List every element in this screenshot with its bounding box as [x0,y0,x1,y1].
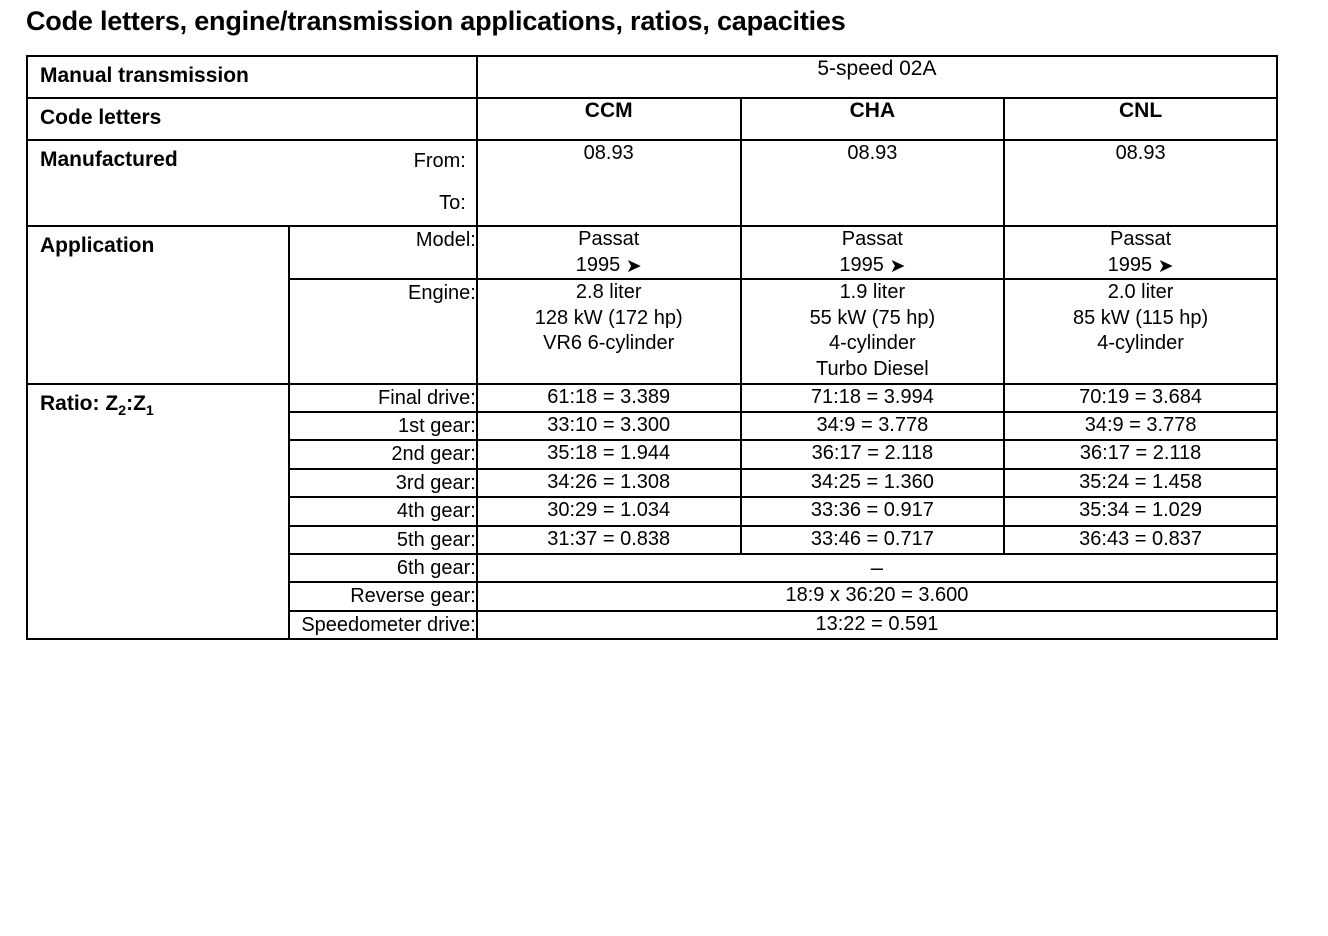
table-row-2nd-gear: 2nd gear: 35:18 = 1.944 36:17 = 2.118 36… [27,439,1278,470]
ratio-row-label-1st-gear: 1st gear: [287,410,478,442]
ratio-final-drive-cnl: 70:19 = 3.684 [1003,382,1278,413]
engine-power-cha: 55 kW (75 hp) [809,306,936,329]
ratio-row-label-reverse-gear: Reverse gear: [287,581,478,612]
application-engine-label: Engine: [287,278,478,385]
code-letter-ccm: CCM [475,97,742,141]
engine-config-ccm: VR6 6-cylinder [543,332,675,355]
ratio-3rd-gear-cha: 34:25 = 1.360 [739,467,1006,499]
page-title: Code letters, engine/transmission applic… [26,6,846,36]
year-onward-arrow-icon: ➤ [625,255,642,277]
application-model-cnl: Passat 1995 ➤ [1003,224,1278,281]
model-name-ccm: Passat [578,228,640,250]
application-label-cell: Application [26,225,290,385]
ratio-1st-gear-ccm: 33:10 = 3.300 [475,410,742,442]
year-onward-arrow-icon: ➤ [1157,255,1174,277]
table-row-reverse-gear: Reverse gear: 18:9 x 36:20 = 3.600 [27,581,1279,612]
manufactured-to-label: To: [439,192,466,214]
manufactured-label: Manufactured [40,148,178,171]
manufactured-split: Manufactured From: To: [28,141,476,225]
ratio-2nd-gear-ccm: 35:18 = 1.944 [475,439,742,470]
code-letters-label: Code letters [40,106,162,129]
ratio-row-label-5th-gear: 5th gear: [287,524,478,555]
table-row-banner: Manual transmission 5-speed 02A [26,55,1279,99]
application-engine-cha: 1.9 liter 55 kW (75 hp) 4-cylinder Turbo… [739,278,1006,385]
manufactured-sublabels: From: To: [288,141,476,225]
code-letter-cnl: CNL [1003,97,1278,141]
manual-transmission-label: Manual transmission [40,64,249,87]
engine-config-cha: 4-cylinder [829,332,916,355]
ratio-row-label-4th-gear: 4th gear: [287,496,478,527]
ratio-4th-gear-ccm: 30:29 = 1.034 [475,496,742,527]
ratio-5th-gear-ccm: 31:37 = 0.838 [475,524,742,555]
engine-displacement-cha: 1.9 liter [839,281,906,304]
table-row-final-drive: Ratio: Z2:Z1 Final drive: 61:18 = 3.389 … [26,382,1278,641]
table-row-3rd-gear: 3rd gear: 34:26 = 1.308 34:25 = 1.360 35… [27,467,1278,499]
ratio-5th-gear-cnl: 36:43 = 0.837 [1003,524,1278,555]
application-model-ccm: Passat 1995 ➤ [475,224,742,281]
table-row-1st-gear: 1st gear: 33:10 = 3.300 34:9 = 3.778 34:… [27,410,1278,442]
engine-extra-cha: Turbo Diesel [816,357,929,380]
application-engine-ccm: 2.8 liter 128 kW (172 hp) VR6 6-cylinder [475,278,742,385]
ratio-5th-gear-cha: 33:46 = 0.717 [739,524,1006,555]
transmission-spec-table: Manual transmission 5-speed 02A Code let… [26,55,1279,641]
ratio-label-cell: Ratio: Z2:Z1 [26,382,290,641]
ratio-1st-gear-cnl: 34:9 = 3.778 [1003,410,1278,442]
ratio-reverse-gear-value: 18:9 x 36:20 = 3.600 [475,581,1279,612]
manufactured-from-ccm: 08.93 [475,139,742,227]
year-onward-arrow-icon: ➤ [889,255,906,277]
ratio-row-label-3rd-gear: 3rd gear: [287,467,478,499]
ratio-label: Ratio: Z2:Z1 [40,391,154,419]
engine-displacement-ccm: 2.8 liter [575,281,642,304]
ratio-final-drive-ccm: 61:18 = 3.389 [475,382,742,413]
application-engine-cnl: 2.0 liter 85 kW (115 hp) 4-cylinder [1003,278,1278,385]
transmission-type-value: 5-speed 02A [475,55,1279,99]
ratio-row-label-speedometer-drive: Speedometer drive: [287,609,478,641]
ratio-3rd-gear-cnl: 35:24 = 1.458 [1003,467,1278,499]
application-model-label: Model: [287,224,478,281]
code-letter-cha: CHA [739,97,1006,141]
table-row-application-engine: Engine: 2.8 liter 128 kW (172 hp) VR6 6-… [27,278,1278,385]
model-year-ccm: 1995 ➤ [575,253,642,277]
ratio-row-label-2nd-gear: 2nd gear: [287,439,478,470]
manufactured-from-cha: 08.93 [739,139,1006,227]
ratio-2nd-gear-cnl: 36:17 = 2.118 [1003,439,1278,470]
manufactured-from-label: From: [413,150,466,172]
manufactured-from-cnl: 08.93 [1003,139,1278,227]
ratio-2nd-gear-cha: 36:17 = 2.118 [739,439,1006,470]
ratio-3rd-gear-ccm: 34:26 = 1.308 [475,467,742,499]
ratio-4th-gear-cnl: 35:34 = 1.029 [1003,496,1278,527]
table-row-code-letters: Code letters CCM CHA CNL [26,97,1278,141]
application-label: Application [40,234,155,257]
engine-power-cnl: 85 kW (115 hp) [1072,306,1209,329]
table-row-6th-gear: 6th gear: – [27,552,1279,584]
model-name-cha: Passat [841,228,903,250]
ratio-row-label-final-drive: Final drive: [287,382,478,413]
table-row-4th-gear: 4th gear: 30:29 = 1.034 33:36 = 0.917 35… [27,496,1278,527]
code-letters-label-cell: Code letters [26,97,478,141]
engine-displacement-cnl: 2.0 liter [1107,281,1174,304]
table-row-application-model: Application Model: Passat 1995 ➤ Passat … [26,224,1278,385]
ratio-final-drive-cha: 71:18 = 3.994 [739,382,1006,413]
model-year-cha: 1995 ➤ [839,253,906,277]
table-row-manufactured: Manufactured From: To: 08.93 08.93 08.93 [26,139,1278,227]
table-row-5th-gear: 5th gear: 31:37 = 0.838 33:46 = 0.717 36… [27,524,1278,555]
model-year-cnl: 1995 ➤ [1107,253,1174,277]
manufactured-label-cell: Manufactured From: To: [26,139,478,227]
ratio-6th-gear-value: – [475,552,1279,584]
engine-power-ccm: 128 kW (172 hp) [534,306,683,329]
ratio-4th-gear-cha: 33:36 = 0.917 [739,496,1006,527]
engine-config-cnl: 4-cylinder [1097,332,1184,355]
ratio-row-label-6th-gear: 6th gear: [287,552,478,584]
model-name-cnl: Passat [1110,228,1172,250]
application-model-cha: Passat 1995 ➤ [739,224,1006,281]
ratio-speedometer-drive-value: 13:22 = 0.591 [475,609,1279,641]
banner-label-cell: Manual transmission [26,55,478,99]
ratio-1st-gear-cha: 34:9 = 3.778 [739,410,1006,442]
table-row-speedometer-drive: Speedometer drive: 13:22 = 0.591 [27,609,1279,641]
